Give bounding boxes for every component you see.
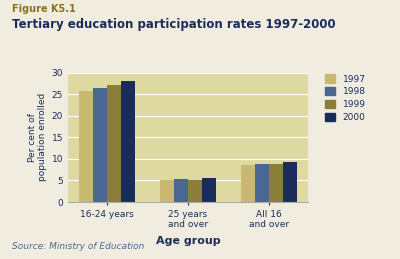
Bar [107, 85, 121, 202]
Bar [160, 179, 174, 202]
Text: Figure K5.1: Figure K5.1 [12, 4, 76, 14]
Bar [202, 178, 216, 202]
Y-axis label: Per cent of
population enrolled: Per cent of population enrolled [28, 93, 48, 181]
Legend: 1997, 1998, 1999, 2000: 1997, 1998, 1999, 2000 [324, 74, 366, 122]
X-axis label: Age group: Age group [156, 236, 220, 246]
Bar [79, 91, 93, 202]
Bar [93, 88, 107, 202]
Text: Tertiary education participation rates 1997-2000: Tertiary education participation rates 1… [12, 18, 336, 31]
Bar [269, 164, 283, 202]
Text: Source: Ministry of Education: Source: Ministry of Education [12, 242, 144, 251]
Bar [240, 165, 255, 202]
Bar [188, 179, 202, 202]
Bar [255, 164, 269, 202]
Bar [283, 162, 297, 202]
Bar [174, 179, 188, 202]
Bar [121, 81, 136, 202]
